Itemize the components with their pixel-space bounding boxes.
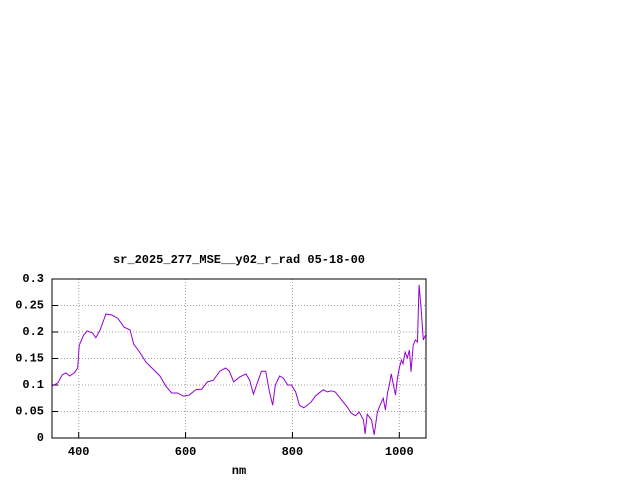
- y-tick-label: 0.05: [15, 405, 44, 419]
- y-tick-label: 0.25: [15, 299, 44, 313]
- y-tick-label: 0.1: [22, 378, 44, 392]
- x-tick-label: 400: [68, 445, 90, 459]
- chart-title: sr_2025_277_MSE__y02_r_rad 05-18-00: [113, 253, 365, 267]
- y-tick-label: 0.15: [15, 352, 44, 366]
- plot-frame: [51, 278, 427, 439]
- data-line: [51, 284, 426, 435]
- x-axis-label: nm: [232, 464, 246, 478]
- y-tick-label: 0.3: [22, 272, 44, 286]
- x-tick-label: 600: [175, 445, 197, 459]
- x-tick-label: 800: [282, 445, 304, 459]
- y-tick-label: 0: [37, 431, 44, 445]
- y-tick-label: 0.2: [22, 325, 44, 339]
- x-tick-label: 1000: [385, 445, 414, 459]
